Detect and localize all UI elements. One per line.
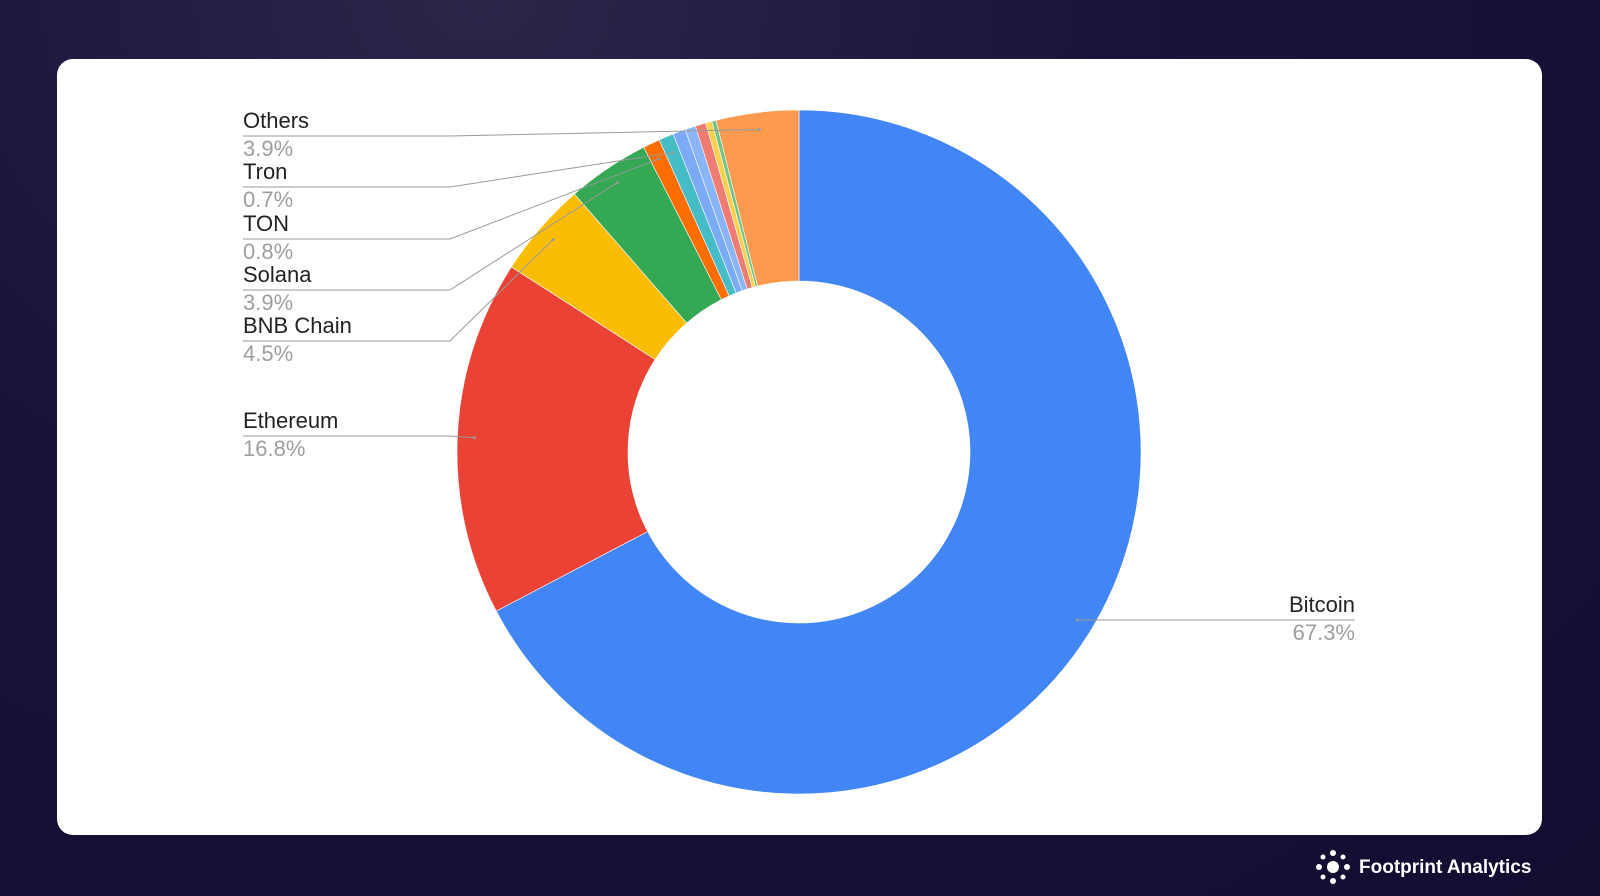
- value-label: 0.8%: [243, 239, 293, 264]
- brand-logo: [1316, 850, 1350, 884]
- brand-name: Footprint Analytics: [1359, 857, 1531, 878]
- leader-line: [243, 435, 475, 439]
- leader-dot: [472, 436, 476, 440]
- slice-label: Solana: [243, 262, 312, 287]
- leader-line: [243, 239, 554, 342]
- slice: [495, 109, 1142, 795]
- slice-label: BNB Chain: [243, 313, 352, 338]
- leader-dot: [615, 181, 619, 185]
- leader-line: [243, 129, 760, 137]
- slice-label: Tron: [243, 159, 287, 184]
- leader-dot: [657, 157, 661, 161]
- card: [57, 59, 1542, 835]
- value-label: 3.9%: [243, 136, 293, 161]
- value-label: 0.7%: [243, 187, 293, 212]
- leader-dot: [757, 128, 761, 132]
- slice-label: Others: [243, 108, 309, 133]
- slice-label: TON: [243, 211, 289, 236]
- value-label: 16.8%: [243, 436, 305, 461]
- leader-dot: [671, 151, 675, 155]
- leader-dot: [551, 237, 555, 241]
- slice-label: Ethereum: [243, 408, 338, 433]
- chart: Bitcoin 67.3% Ethereum 16.8% BNB Chain 4.5% So…: [243, 108, 1356, 795]
- leader-line: [243, 182, 618, 291]
- value-label: 4.5%: [243, 341, 293, 366]
- leader-line: [243, 158, 659, 240]
- slice-label: Bitcoin: [1289, 592, 1355, 617]
- slice: [715, 109, 800, 287]
- value-label: 3.9%: [243, 290, 293, 315]
- leader-line: [243, 152, 673, 188]
- leader-dot: [1075, 618, 1079, 622]
- slice: [456, 266, 656, 612]
- value-label: 67.3%: [1293, 620, 1355, 645]
